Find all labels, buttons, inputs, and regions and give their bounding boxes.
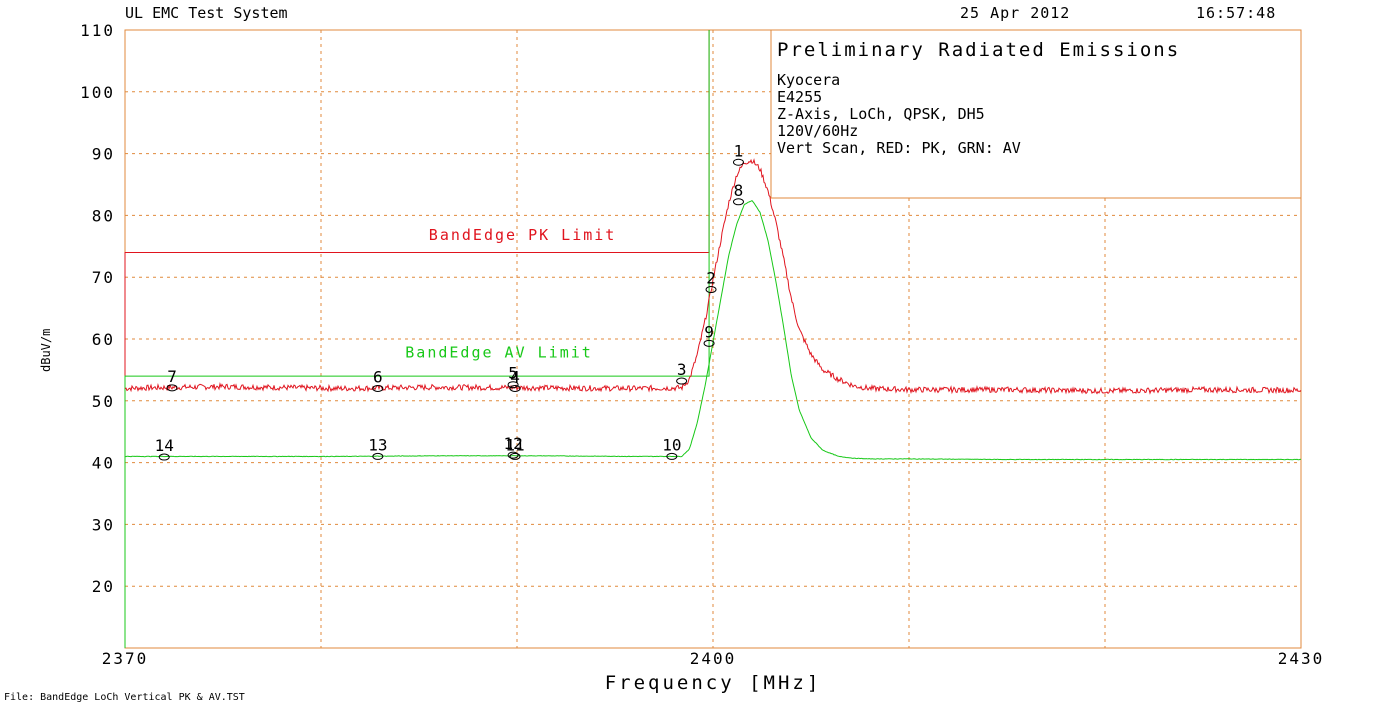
limit-label-0: BandEdge PK Limit — [429, 226, 617, 244]
marker-1 — [732, 158, 744, 166]
info-line-1: E4255 — [777, 88, 822, 106]
marker-7 — [166, 384, 178, 392]
limit-lines: BandEdge PK Limit BandEdge AV Limit — [124, 30, 710, 648]
info-line-4: Vert Scan, RED: PK, GRN: AV — [777, 139, 1021, 157]
y-tick-70: 70 — [92, 268, 115, 287]
info-line-3: 120V/60Hz — [777, 122, 858, 140]
x-tick-2430: 2430 — [1278, 649, 1325, 668]
info-line-2: Z-Axis, LoCh, QPSK, DH5 — [777, 105, 985, 123]
limit-line-0 — [124, 30, 710, 648]
y-tick-40: 40 — [92, 454, 115, 473]
marker-label-10: 10 — [662, 435, 681, 454]
info-line-0: Kyocera — [777, 71, 840, 89]
y-tick-20: 20 — [92, 577, 115, 596]
marker-10 — [666, 452, 678, 460]
marker-label-6: 6 — [373, 367, 383, 386]
y-tick-60: 60 — [92, 330, 115, 349]
marker-3 — [676, 377, 688, 385]
marker-8 — [732, 198, 744, 206]
marker-label-11: 11 — [505, 435, 524, 454]
marker-14 — [158, 453, 170, 461]
marker-label-14: 14 — [155, 436, 174, 455]
y-tick-90: 90 — [92, 145, 115, 164]
marker-label-7: 7 — [167, 367, 177, 386]
x-axis-label: Frequency [MHz] — [605, 672, 822, 694]
traces — [124, 158, 1302, 461]
marker-label-5: 5 — [508, 364, 518, 383]
marker-label-9: 9 — [704, 322, 714, 341]
marker-5 — [507, 381, 519, 389]
x-tick-labels: 2370 2400 2430 — [102, 649, 1325, 668]
trace-pk — [124, 158, 1302, 395]
info-box-title: Preliminary Radiated Emissions — [777, 39, 1180, 61]
marker-12 — [507, 451, 519, 459]
marker-label-13: 13 — [368, 435, 387, 454]
marker-label-12: 12 — [503, 434, 522, 453]
y-axis-label: dBuV/m — [39, 329, 53, 372]
report-time: 16:57:48 — [1196, 4, 1276, 22]
report-date: 25 Apr 2012 — [960, 4, 1070, 22]
system-title: UL EMC Test System — [125, 4, 288, 22]
marker-label-3: 3 — [677, 360, 687, 379]
marker-2 — [705, 286, 717, 294]
marker-11 — [509, 452, 521, 460]
y-tick-50: 50 — [92, 392, 115, 411]
marker-6 — [372, 384, 384, 392]
marker-label-4: 4 — [510, 367, 520, 386]
y-tick-110: 110 — [80, 21, 115, 40]
info-box-frame — [770, 29, 1302, 199]
x-tick-2370: 2370 — [102, 649, 149, 668]
marker-label-1: 1 — [734, 141, 744, 160]
limit-line-1 — [124, 30, 710, 648]
y-tick-80: 80 — [92, 206, 115, 225]
file-label: File: BandEdge LoCh Vertical PK & AV.TST — [4, 692, 245, 703]
marker-label-8: 8 — [734, 181, 744, 200]
marker-label-2: 2 — [706, 269, 716, 288]
marker-9 — [703, 339, 715, 347]
info-box: Preliminary Radiated Emissions Kyocera E… — [770, 29, 1302, 199]
limit-label-1: BandEdge AV Limit — [405, 344, 593, 362]
marker-4 — [509, 384, 521, 392]
y-tick-30: 30 — [92, 515, 115, 534]
y-tick-100: 100 — [80, 83, 115, 102]
trace-av — [124, 199, 1302, 461]
x-tick-2400: 2400 — [690, 649, 737, 668]
marker-13 — [372, 452, 384, 460]
y-tick-labels: 20 30 40 50 60 70 80 90 100 110 — [80, 21, 115, 596]
